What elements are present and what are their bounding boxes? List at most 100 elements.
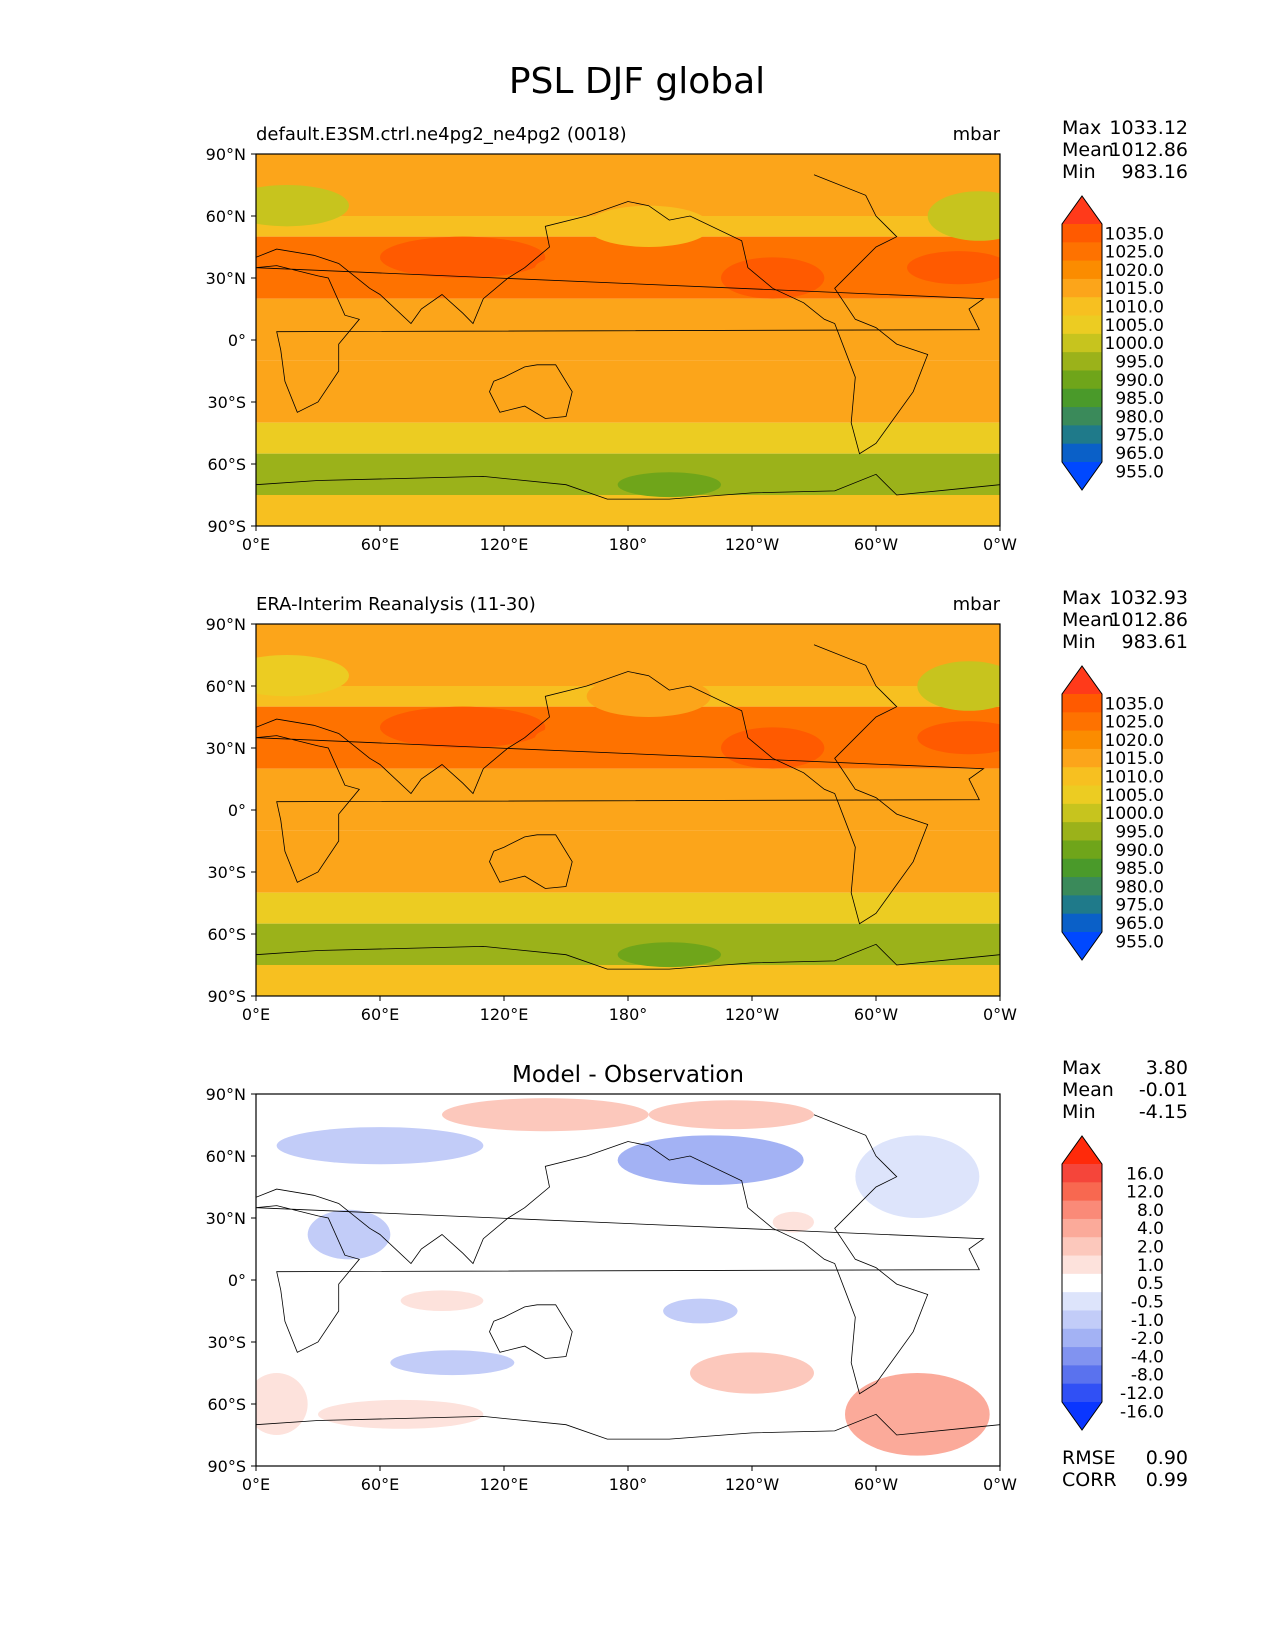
colorbar-tick-label: 1.0 [1137,1256,1164,1276]
panel-title: Model - Observation [512,1062,744,1088]
contour-field [256,624,1000,996]
field-anomaly [535,721,701,755]
stat-value: 1033.12 [1109,117,1188,139]
stat-label: Mean [1062,139,1114,161]
y-tick-label: 60°N [206,677,246,696]
coastline [256,174,929,455]
stat-label: Min [1062,631,1096,653]
coastline [256,473,1000,500]
colorbar-segment [1062,822,1102,841]
colorbar-tick-label: 1035.0 [1105,694,1164,714]
y-tick-label: 90°S [207,517,246,536]
extra-stat-value: 0.90 [1146,1447,1188,1469]
colorbar-tick-label: 1005.0 [1105,316,1164,336]
x-tick-label: 60°W [854,535,898,554]
y-tick-label: 90°N [206,145,246,164]
map-panel-2: ERA-Interim Reanalysis (11-30) mbar 0°E 60°… [206,587,1188,1024]
stat-value: 1032.93 [1109,587,1188,609]
colorbar-segment [1062,407,1102,426]
field-anomaly [617,942,721,968]
figure-title: PSL DJF global [509,61,765,102]
field-anomaly [535,251,701,285]
colorbar-segment [1062,1164,1102,1183]
coastline [489,1304,573,1359]
field-anomaly [276,1127,484,1165]
field-anomaly [917,721,1000,755]
coastline [256,265,985,413]
y-tick-label: 0° [228,1271,246,1290]
y-tick-label: 60°S [207,455,246,474]
colorbar-outline [1061,665,1103,961]
colorbar-tick-label: 1000.0 [1105,334,1164,354]
field-anomaly [586,675,711,717]
field-anomaly [663,1298,738,1324]
colorbar-segment [1062,767,1102,787]
colorbar-tick-label: -1.0 [1131,1311,1164,1331]
colorbar-segment [1062,1182,1102,1202]
colorbar-segment [1062,1292,1102,1311]
colorbar-extend-min [1062,462,1102,490]
colorbar-segment [1062,425,1102,445]
colorbar-segment [1062,224,1102,243]
colorbar-segment [1062,913,1102,933]
coastline [256,1205,985,1353]
x-tick-label: 180° [609,1475,648,1494]
colorbar-segment [1062,278,1102,298]
colorbar-segment [1062,1310,1102,1330]
stat-label: Max [1062,587,1101,609]
colorbar-segment [1062,840,1102,860]
colorbar-segment [1062,730,1102,750]
field-zone [256,830,1000,893]
y-tick-label: 60°S [207,1395,246,1414]
field-anomaly [390,1350,515,1376]
field-anomaly [772,1211,814,1233]
colorbar-tick-label: -2.0 [1131,1329,1164,1349]
colorbar-segment [1062,370,1102,390]
stat-label: Max [1062,117,1101,139]
coastline [489,364,573,419]
coastline [256,644,929,925]
x-tick-label: 0°W [983,1005,1017,1024]
colorbar-segment [1062,297,1102,317]
colorbar-extend-max [1062,666,1102,694]
y-tick-label: 30°N [206,1209,246,1228]
y-tick-label: 60°S [207,925,246,944]
x-tick-label: 180° [609,1005,648,1024]
x-tick-label: 0°W [983,535,1017,554]
colorbar-tick-label: 955.0 [1115,932,1164,952]
field-anomaly [441,1098,649,1132]
colorbar-tick-label: 1010.0 [1105,768,1164,788]
colorbar-tick-label: 2.0 [1137,1238,1164,1258]
field-zone [256,422,1000,454]
colorbar-tick-label: 995.0 [1115,352,1164,372]
field-zone [256,624,1000,686]
colorbar-tick-label: -8.0 [1131,1366,1164,1386]
colorbar-extend-min [1062,932,1102,960]
colorbar-segment [1062,333,1102,353]
coastline [256,735,985,883]
contour-field [256,154,1000,526]
colorbar-tick-label: 4.0 [1137,1219,1164,1239]
y-tick-label: 90°S [207,987,246,1006]
field-anomaly [917,661,1000,711]
stat-value: 983.16 [1122,161,1188,183]
field-anomaly [380,236,546,278]
colorbar-segment [1062,1200,1102,1220]
colorbar-segment [1062,1347,1102,1366]
colorbar-segment [1062,443,1102,463]
stat-value: 3.80 [1146,1057,1188,1079]
y-tick-label: 30°S [207,1333,246,1352]
stat-label: Min [1062,1101,1096,1123]
colorbar-segment [1062,785,1102,805]
colorbar-tick-label: 1015.0 [1105,749,1164,769]
field-anomaly [256,185,349,227]
field-zone [256,495,1000,526]
field-anomaly [307,1209,391,1260]
y-tick-label: 30°N [206,269,246,288]
x-tick-label: 0°E [242,535,270,554]
colorbar-tick-label: 1010.0 [1105,298,1164,318]
map-panel-1: default.E3SM.ctrl.ne4pg2_ne4pg2 (0018) mb… [206,117,1188,554]
colorbar-segment [1062,315,1102,335]
stat-value: 983.61 [1122,631,1188,653]
